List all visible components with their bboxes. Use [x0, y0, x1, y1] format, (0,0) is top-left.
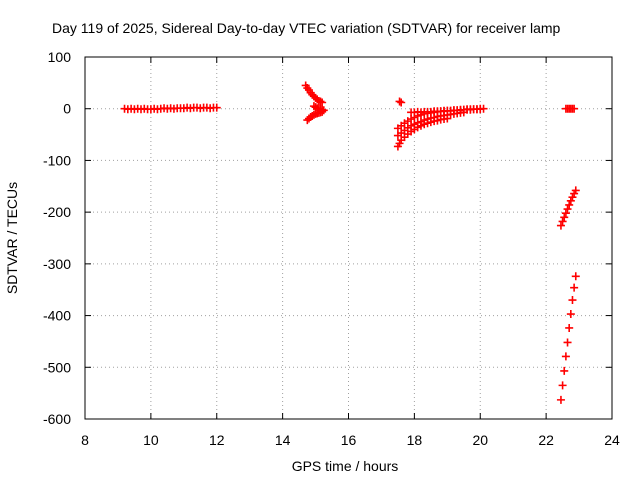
- data-point: [319, 106, 328, 115]
- data-point: [566, 196, 575, 205]
- y-tick-label: -300: [43, 256, 71, 272]
- data-point: [212, 103, 221, 112]
- grid-lines: [85, 57, 612, 419]
- chart-title: Day 119 of 2025, Sidereal Day-to-day VTE…: [52, 20, 561, 36]
- x-tick-label: 22: [538, 432, 554, 448]
- data-point: [318, 98, 327, 107]
- y-tick-label: -500: [43, 359, 71, 375]
- data-point: [568, 296, 577, 305]
- data-point: [563, 338, 572, 347]
- y-tick-label: -100: [43, 152, 71, 168]
- x-tick-labels: 8 10 12 14 16 18 20 22 24: [81, 432, 620, 448]
- y-tick-label: -600: [43, 411, 71, 427]
- data-point: [565, 323, 574, 332]
- data-point: [476, 105, 485, 114]
- x-tick-label: 16: [341, 432, 357, 448]
- data-point: [568, 193, 577, 202]
- data-point: [561, 352, 570, 361]
- x-tick-label: 12: [209, 432, 225, 448]
- data-point: [316, 97, 325, 106]
- data-point: [571, 186, 580, 195]
- y-axis-label: SDTVAR / TECUs: [4, 182, 20, 294]
- data-point: [556, 221, 565, 230]
- x-tick-label: 14: [275, 432, 291, 448]
- x-tick-label: 24: [604, 432, 620, 448]
- y-tick-label: 0: [63, 101, 71, 117]
- data-point: [560, 213, 569, 222]
- data-point: [563, 205, 572, 214]
- data-point: [570, 283, 579, 292]
- y-tick-label: -200: [43, 204, 71, 220]
- data-point: [571, 272, 580, 281]
- data-point: [565, 200, 574, 209]
- x-tick-label: 8: [81, 432, 89, 448]
- data-point: [566, 310, 575, 319]
- data-point: [558, 217, 567, 226]
- data-point: [561, 209, 570, 218]
- data-point: [556, 395, 565, 404]
- data-point: [395, 97, 404, 106]
- data-point: [397, 98, 406, 107]
- data-point: [558, 381, 567, 390]
- y-tick-label: 100: [48, 49, 72, 65]
- x-axis-label: GPS time / hours: [292, 458, 399, 474]
- y-tick-labels: 100 0 -100 -200 -300 -400 -500 -600: [43, 49, 71, 427]
- x-tick-label: 18: [407, 432, 423, 448]
- data-point: [560, 366, 569, 375]
- x-tick-label: 10: [143, 432, 159, 448]
- y-tick-label: -400: [43, 308, 71, 324]
- data-point: [570, 104, 579, 113]
- data-points: [120, 81, 580, 404]
- axis-ticks: [84, 56, 613, 420]
- x-tick-label: 20: [472, 432, 488, 448]
